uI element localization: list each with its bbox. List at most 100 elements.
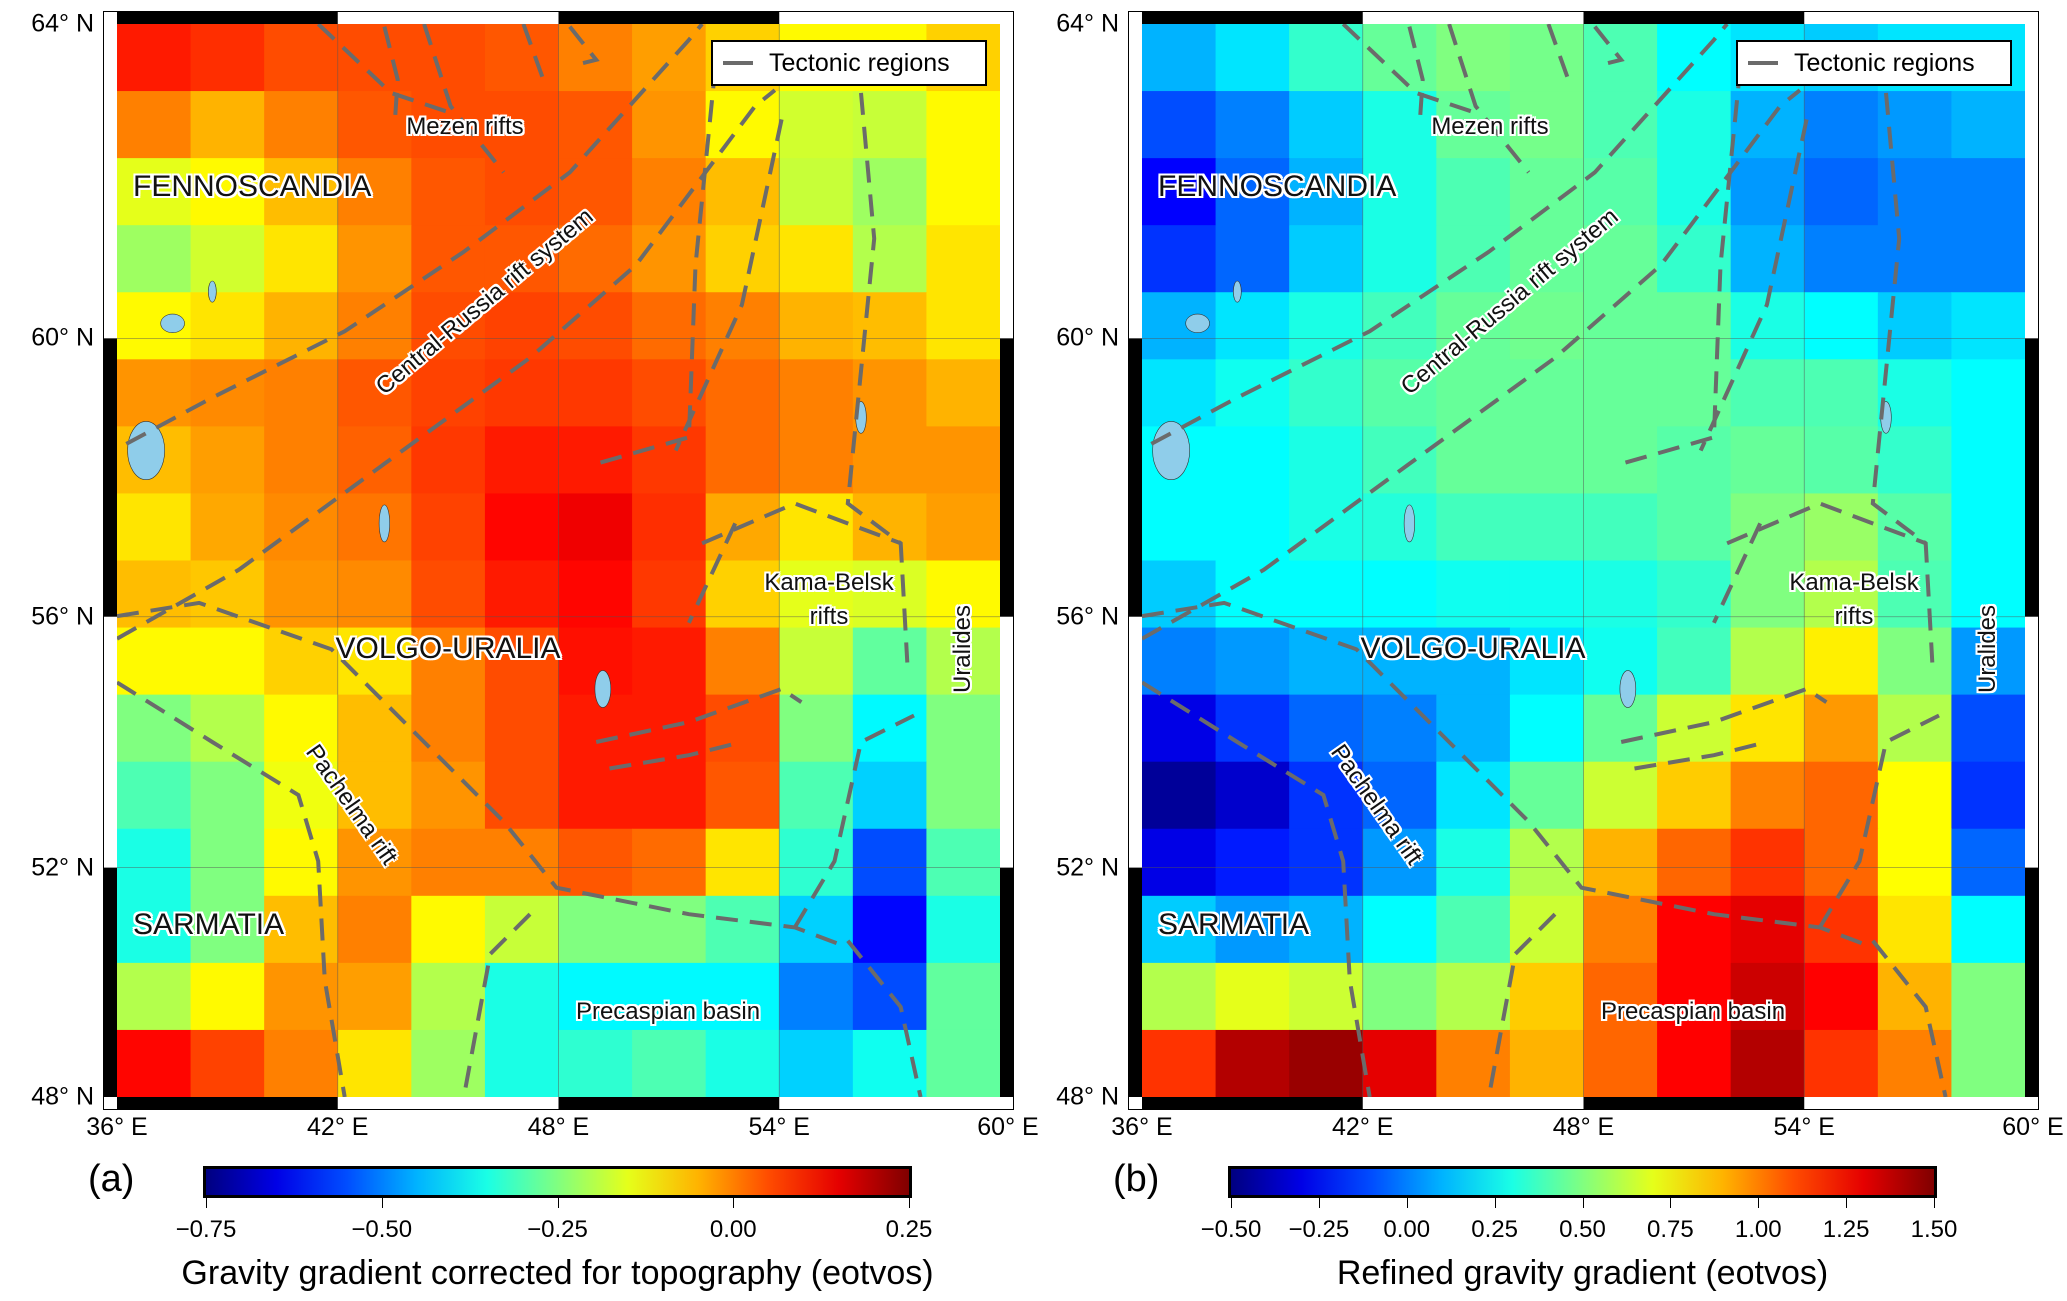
heatmap-cell [1951,694,2025,763]
heatmap-cell [1289,426,1364,495]
heatmap-cell [190,694,265,763]
heatmap-cell [1509,158,1585,226]
heatmap-cell [484,426,560,495]
heatmap-cell [117,493,192,562]
frame-bar-top [1142,11,1363,24]
heatmap-cell [337,560,412,629]
lake-shape [594,670,612,708]
heatmap-cell [1804,895,1879,964]
heatmap-cell [558,225,633,293]
heatmap-cell [264,292,339,360]
lake-shape [1403,504,1416,543]
heatmap-cell [1804,158,1879,226]
heatmap-cell [1951,359,2025,427]
frame-bar-left [103,338,117,617]
heatmap-cell [264,828,339,897]
heatmap-cell [1436,225,1511,293]
heatmap-cell [264,694,339,763]
heatmap-cell [337,91,412,159]
tectonic-boundary-line [673,118,784,452]
tectonic-boundary-line [316,24,452,115]
colorbar-title: Refined gravity gradient (eotvos) [1336,1254,1829,1292]
heatmap-cell [484,24,560,92]
tectonic-boundary-line [1447,24,1531,174]
heatmap-cell [1804,292,1879,360]
colorbar-tick-label: 0.75 [1647,1216,1694,1243]
heatmap-cell [1730,225,1805,293]
heatmap-cell [484,91,560,159]
heatmap-cell [1362,24,1437,92]
heatmap-cell [264,158,339,226]
heatmap-cell [117,895,192,964]
heatmap-cell [1509,225,1585,293]
frame-bar-left [1128,867,1142,1097]
heatmap-cell [1730,761,1805,830]
colorbar-tick-label: 1.00 [1734,1216,1782,1243]
heatmap-cell [705,694,780,763]
heatmap-cell [264,895,339,964]
tectonic-boundary-line [845,92,910,663]
heatmap-cell [411,359,486,427]
colorbar-tick [1670,1198,1672,1208]
heatmap-cell [1362,828,1437,897]
heatmap-cell [1509,1029,1585,1097]
tectonic-boundary-line [1726,501,1927,546]
heatmap-cell [926,627,1000,696]
legend-box: Tectonic regions [711,40,987,86]
region-label-fennoscandia: FENNOSCANDIA [133,170,372,203]
heatmap-cell [705,359,780,427]
heatmap-cell [1730,158,1805,226]
heatmap-cell [1142,158,1217,226]
heatmap-cell [1509,962,1585,1031]
heatmap-cell [190,962,265,1031]
heatmap-cell [926,426,1000,495]
heatmap-cell [264,225,339,293]
heatmap-cell [1509,24,1585,92]
heatmap-cell [1730,962,1805,1031]
heatmap-cell [484,828,560,897]
tectonic-boundary-line [382,26,400,120]
heatmap-cell [632,1029,707,1097]
heatmap-cell [1951,158,2025,226]
frame-scale-bars [1128,11,2039,1110]
legend-label: Tectonic regions [769,48,950,77]
tectonic-boundary-line [1634,740,1768,771]
heatmap-cell [117,1029,192,1097]
tectonic-boundary-line [1150,24,1729,446]
heatmap-cell [558,694,633,763]
tectonic-boundary-line [1486,912,1557,1097]
colorbar-tick [1582,1198,1584,1208]
heatmap-cell [1583,359,1658,427]
heatmap-cell [779,694,854,763]
heatmap-cell [779,225,854,293]
tectonic-boundary-line [1142,88,1802,641]
heatmap-cell [1951,627,2025,696]
heatmap-cell [117,962,192,1031]
heatmap-cell [1951,493,2025,562]
tectonic-boundary-line [461,912,532,1097]
heatmap-cell [190,560,265,629]
map-area [1142,24,2025,1097]
tectonic-boundary-line [701,501,902,546]
heatmap-cell [337,828,412,897]
heatmap-cell [484,694,560,763]
heatmap-cell [1877,493,1953,562]
heatmap-cell [779,493,854,562]
heatmap-cell [1657,828,1732,897]
region-label-volgo-uralia: VOLGO-URALIA [335,632,561,665]
heatmap-cell [190,24,265,92]
heatmap-cell [779,962,854,1031]
region-label-volgo-uralia: VOLGO-URALIA [1360,632,1586,665]
heatmap-cell [1509,694,1585,763]
y-tick-label: 52° N [31,853,94,882]
y-tick-label: 64° N [1056,9,1119,38]
heatmap-cell [852,627,928,696]
heatmap-cell [558,292,633,360]
heatmap-cell [484,962,560,1031]
heatmap-cell [1436,962,1511,1031]
heatmap-cell [411,158,486,226]
heatmap-cell [632,292,707,360]
heatmap-cell [264,359,339,427]
heatmap-cell [1289,560,1364,629]
heatmap-cell [632,158,707,226]
